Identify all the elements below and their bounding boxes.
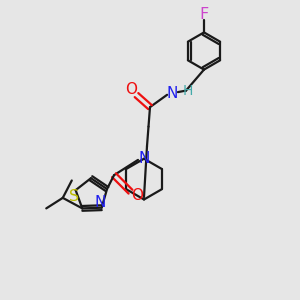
- Text: H: H: [183, 84, 193, 98]
- Text: N: N: [138, 151, 150, 166]
- Text: O: O: [131, 188, 143, 203]
- Text: S: S: [69, 189, 79, 204]
- Text: N: N: [94, 195, 106, 210]
- Text: N: N: [167, 86, 178, 101]
- Text: O: O: [125, 82, 137, 97]
- Text: F: F: [200, 7, 208, 22]
